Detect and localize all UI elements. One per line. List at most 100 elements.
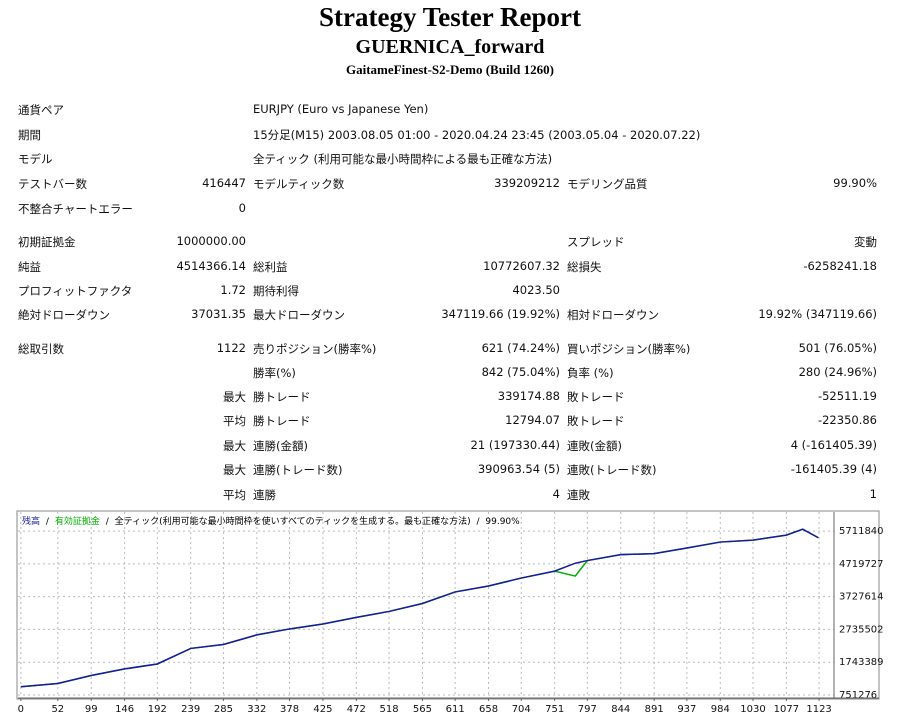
cell-label: 勝率(%) (253, 366, 296, 380)
x-tick-label: 751 (545, 704, 564, 715)
cell-value: 4 (552, 487, 560, 501)
x-tick-label: 332 (247, 704, 266, 715)
cell-label: 期間 (18, 128, 41, 142)
x-tick-label: 891 (645, 704, 664, 715)
cell-label: 総損失 (567, 260, 602, 274)
cell-value: 21 (197330.44) (470, 438, 560, 452)
x-tick-label: 192 (148, 704, 167, 715)
x-tick-label: 239 (181, 704, 200, 715)
x-tick-label: 984 (711, 704, 730, 715)
cell-label: 連勝(金額) (253, 439, 308, 453)
cell-value: 842 (75.04%) (481, 365, 560, 379)
legend-entry: 有効証拠金 (54, 517, 100, 527)
y-tick-label: 1743389 (839, 657, 884, 668)
cell-label: 連敗 (567, 488, 590, 502)
chart-frame (16, 510, 880, 700)
cell-value: 12794.07 (505, 413, 560, 427)
cell-label: 負率 (%) (567, 366, 614, 380)
cell-label: 買いポジション(勝率%) (567, 342, 691, 356)
x-tick-label: 1030 (740, 704, 765, 715)
y-tick-label: 4719727 (839, 559, 884, 570)
y-tick-label: 3727614 (839, 592, 884, 603)
cell-value: 平均 (223, 414, 246, 428)
x-tick-label: 565 (413, 704, 432, 715)
cell-label: 初期証拠金 (18, 235, 76, 249)
cell-value: 最大 (223, 390, 246, 404)
cell-value: 1 (869, 487, 877, 501)
legend-separator: / (105, 517, 109, 527)
cell-label: 連敗(金額) (567, 439, 622, 453)
cell-label: 連勝 (253, 488, 276, 502)
cell-value: 最大 (223, 463, 246, 477)
cell-label: 不整合チャートエラー (18, 202, 133, 216)
legend-separator: / (476, 517, 480, 527)
cell-value: 19.92% (347119.66) (758, 307, 877, 321)
cell-label: 敗トレード (567, 414, 625, 428)
y-tick-label: 2735502 (839, 624, 884, 635)
cell-value: 99.90% (833, 176, 877, 190)
x-tick-label: 518 (379, 704, 398, 715)
cell-value: 4023.50 (512, 283, 560, 297)
cell-label: 勝トレード (253, 414, 311, 428)
cell-label: 総利益 (253, 260, 288, 274)
x-tick-label: 0 (18, 704, 24, 715)
cell-value: 501 (76.05%) (798, 341, 877, 355)
cell-value: 390963.54 (5) (477, 462, 560, 476)
y-tick-label: 751276 (839, 690, 877, 701)
cell-value: 平均 (223, 488, 246, 502)
cell-label: 連敗(トレード数) (567, 463, 657, 477)
x-tick-label: 797 (578, 704, 597, 715)
cell-value: 1.72 (220, 283, 246, 297)
cell-value: 347119.66 (19.92%) (441, 307, 560, 321)
x-tick-label: 285 (214, 704, 233, 715)
x-tick-label: 704 (512, 704, 531, 715)
cell-value: 10772607.32 (483, 259, 560, 273)
cell-value: -52511.19 (817, 389, 877, 403)
cell-label: 最大ドローダウン (253, 308, 345, 322)
chart-legend: 残高 / 有効証拠金 / 全ティック(利用可能な最小時間枠を使いすべてのティック… (22, 514, 523, 527)
cell-value: -22350.86 (817, 413, 877, 427)
cell-value: 1000000.00 (176, 234, 246, 248)
cell-label: 期待利得 (253, 284, 299, 298)
cell-value: 1122 (216, 341, 246, 355)
cell-label: 敗トレード (567, 390, 625, 404)
cell-value: 変動 (854, 235, 877, 249)
cell-value: 0 (238, 201, 246, 215)
cell-label: モデル (18, 152, 53, 166)
x-tick-label: 937 (677, 704, 696, 715)
expert-name: GUERNICA_forward (355, 36, 545, 58)
cell-label: 純益 (18, 260, 41, 274)
x-tick-label: 425 (313, 704, 332, 715)
x-tick-label: 611 (446, 704, 465, 715)
x-tick-label: 844 (611, 704, 630, 715)
cell-label: 連勝(トレード数) (253, 463, 343, 477)
x-tick-label: 658 (479, 704, 498, 715)
cell-value: 339174.88 (497, 389, 560, 403)
cell-label: 勝トレード (253, 390, 311, 404)
x-tick-label: 378 (280, 704, 299, 715)
cell-value: -6258241.18 (803, 259, 877, 273)
report-title: Strategy Tester Report (319, 2, 581, 32)
legend-entry: 残高 (22, 517, 41, 527)
cell-value: 339209212 (494, 176, 560, 190)
series-line (20, 528, 819, 688)
cell-label: 15分足(M15) 2003.08.05 01:00 - 2020.04.24 … (253, 128, 701, 142)
x-tick-label: 99 (85, 704, 98, 715)
cell-label: スプレッド (567, 235, 625, 249)
cell-label: 売りポジション(勝率%) (253, 342, 377, 356)
cell-value: -161405.39 (4) (790, 462, 877, 476)
cell-value: 416447 (202, 176, 246, 190)
cell-value: 最大 (223, 439, 246, 453)
cell-value: 621 (74.24%) (481, 341, 560, 355)
x-tick-label: 1077 (774, 704, 799, 715)
x-tick-label: 1123 (806, 704, 831, 715)
x-tick-label: 52 (51, 704, 64, 715)
legend-separator: / (45, 517, 49, 527)
cell-label: モデルティック数 (253, 177, 345, 191)
cell-label: 総取引数 (18, 342, 64, 356)
cell-value: 4 (-161405.39) (790, 438, 877, 452)
cell-label: 通貨ペア (18, 103, 64, 117)
cell-label: EURJPY (Euro vs Japanese Yen) (253, 102, 429, 116)
